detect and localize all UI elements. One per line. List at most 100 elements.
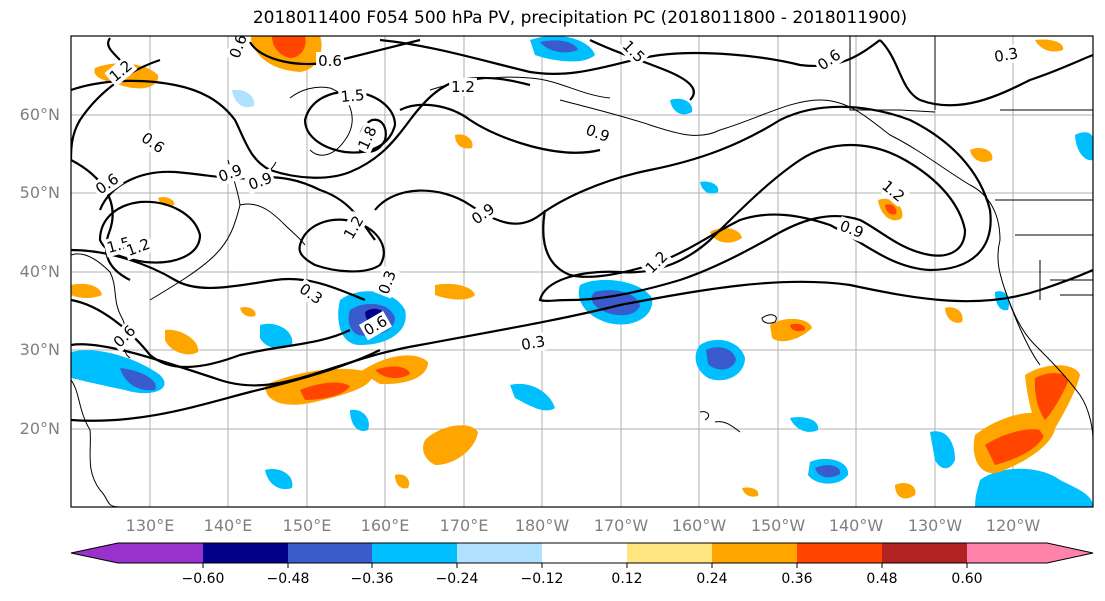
colorbar-segment: [797, 543, 882, 563]
contour-label-halo: [353, 121, 382, 155]
precip-neg-area: [1075, 132, 1093, 161]
contour-label: 1.2: [451, 78, 475, 96]
lon-label: 170°W: [594, 516, 649, 535]
colorbar-tick-label: −0.60: [182, 571, 225, 587]
colorbar-segment: [967, 543, 1047, 563]
graticule: [71, 36, 1093, 507]
contour-label-halo: [812, 44, 846, 76]
precip-pos-area: [423, 425, 478, 465]
precip-neg-core: [706, 347, 736, 370]
contour-label-halo: [338, 210, 369, 245]
contour-label: 0.3: [993, 44, 1020, 66]
contour-label-halo: [517, 331, 549, 355]
precip-pos-area: [895, 483, 916, 499]
pv-contour-0.3: [71, 268, 1093, 387]
precip-neg-area: [975, 468, 1093, 507]
contour-label-halo: [835, 216, 868, 243]
precip-pos-area: [240, 307, 256, 317]
colorbar-tick-label: −0.36: [351, 571, 394, 587]
precip-pos-core: [300, 382, 350, 400]
lon-label: 180°W: [515, 516, 570, 535]
colorbar-segment: [118, 543, 203, 563]
map-frame: [70, 35, 1094, 508]
contour-label-halo: [244, 168, 277, 195]
pv-contour-1.2: [298, 218, 385, 273]
contour-label-halo: [214, 160, 247, 187]
colorbar-tick-label: −0.48: [267, 571, 310, 587]
precip-pos-area: [455, 134, 473, 149]
precip-pos-area: [71, 283, 102, 299]
colorbar-extend-low: [71, 543, 118, 563]
precip-neg-core: [815, 465, 841, 478]
precip-pos-area: [395, 474, 410, 489]
precip-pos-core: [885, 204, 897, 215]
pv-contour-1.5: [303, 90, 397, 154]
pv-contour-1.2: [538, 144, 967, 302]
colorbar-tick-label: 0.60: [951, 571, 982, 587]
precip-neg-area: [260, 323, 293, 349]
colorbar-segment: [203, 543, 288, 563]
lon-label: 120°W: [986, 516, 1041, 535]
contour-label-halo: [90, 168, 124, 200]
precip-pos-area: [1035, 39, 1064, 52]
contour-label-halo: [466, 198, 500, 230]
contour-label-halo: [337, 85, 368, 107]
colorbar-tick-label: 0.24: [696, 571, 727, 587]
lon-label: 150°E: [283, 516, 332, 535]
pv-contour-1.5: [589, 39, 695, 101]
pv-contour-0.6: [71, 298, 351, 369]
contour-label-halo: [225, 36, 252, 63]
colorbar-tick-label: −0.12: [521, 571, 564, 587]
lon-label: 160°W: [672, 516, 727, 535]
precip-pos-area: [970, 148, 993, 162]
contour-label: 0.6: [318, 52, 342, 70]
lat-label: 50°N: [20, 183, 60, 202]
longitude-labels: 130°E 140°E 150°E 160°E 170°E 180°W 170°…: [126, 516, 1041, 535]
colorbar-tick-label: 0.48: [866, 571, 897, 587]
contour-label-halo: [316, 52, 344, 70]
contour-label-halo: [136, 127, 170, 159]
lon-label: 140°E: [204, 516, 253, 535]
precip-neg-core: [540, 40, 578, 53]
colorbar-segment: [712, 543, 797, 563]
contour-label-halo: [640, 246, 673, 279]
contour-label-halo: [374, 266, 401, 299]
precip-neg-area: [265, 469, 293, 490]
contour-label: 1.5: [340, 86, 365, 106]
precip-pos-area: [435, 283, 475, 300]
contour-label-halo: [617, 36, 650, 68]
colorbar-extend-high: [1047, 543, 1093, 563]
precip-pos-area: [770, 318, 812, 342]
precip-neg-area: [930, 431, 955, 469]
precip-pos-core: [272, 36, 306, 58]
precip-pos-area: [945, 307, 963, 323]
boundaries: [849, 36, 1093, 300]
colorbar-segment: [288, 543, 373, 563]
contour-label-halo: [449, 78, 477, 96]
colorbar: −0.60 −0.48 −0.36 −0.24 −0.12 0.12 0.24 0.36 0.4…: [70, 542, 1094, 587]
lat-label: 40°N: [20, 262, 60, 281]
colorbar-segment: [882, 543, 967, 563]
map-title: 2018011400 F054 500 hPa PV, precipitatio…: [252, 8, 908, 28]
lon-label: 130°E: [126, 516, 175, 535]
lat-label: 30°N: [20, 340, 60, 359]
lon-label: 150°W: [751, 516, 806, 535]
precip-shading: [71, 36, 1093, 507]
lon-label: 140°W: [829, 516, 884, 535]
colorbar-segment: [457, 543, 542, 563]
lat-label: 60°N: [20, 105, 60, 124]
precip-neg-core: [120, 368, 156, 391]
precip-pos-area: [165, 329, 199, 355]
contour-label-halo: [104, 55, 138, 88]
precip-neg-area: [350, 409, 369, 431]
lon-label: 130°W: [908, 516, 963, 535]
precip-pos-core: [790, 323, 806, 332]
precip-neg-area: [700, 181, 719, 194]
colorbar-tick-label: 0.36: [781, 571, 812, 587]
precip-neg-area: [510, 383, 555, 411]
latitude-labels: 20°N 30°N 40°N 50°N 60°N: [20, 105, 60, 438]
pv-contour-1.5: [106, 37, 121, 61]
contour-label-halo: [990, 43, 1022, 67]
colorbar-segment: [627, 543, 712, 563]
